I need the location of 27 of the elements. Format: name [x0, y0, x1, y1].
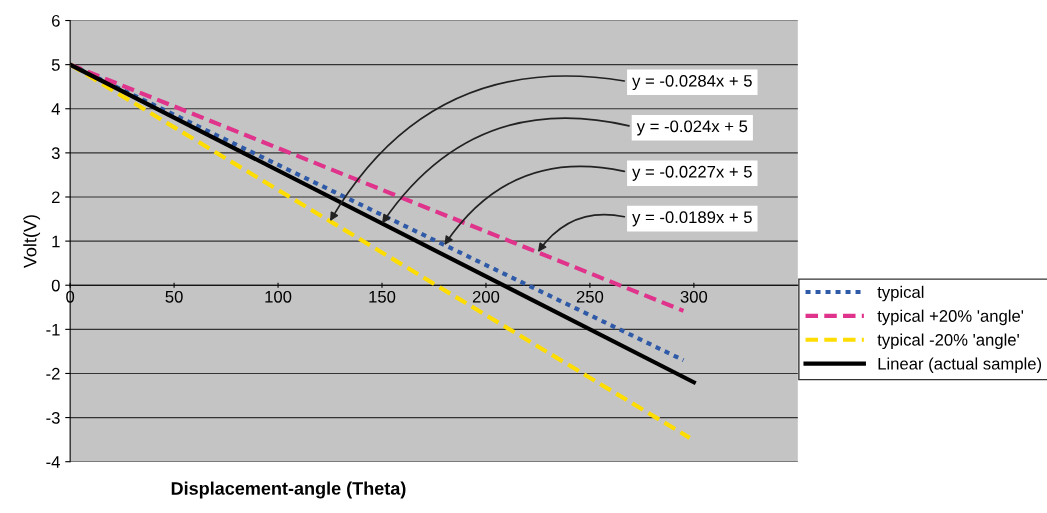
- annotation: y = -0.0284x + 5: [632, 74, 752, 91]
- annotation: y = -0.0189x + 5: [632, 211, 752, 227]
- x-tick-label: 100: [265, 290, 292, 303]
- y-tick-label: -2: [46, 367, 60, 380]
- x-tick-label: 150: [369, 290, 396, 303]
- annotation: y = -0.0227x + 5: [632, 165, 752, 181]
- y-tick-label: 3: [51, 147, 60, 160]
- y-tick-label: 5: [51, 59, 60, 71]
- x-tick-label: 200: [472, 290, 500, 303]
- y-tick-label: 6: [52, 14, 60, 27]
- x-tick-label: 250: [576, 290, 604, 303]
- y-tick-label: -4: [46, 456, 60, 468]
- x-tick-label: 300: [680, 290, 708, 303]
- y-axis-title: Volt(V): [23, 215, 41, 269]
- y-tick-label: 0: [51, 279, 60, 292]
- legend-label: typical: [877, 285, 924, 302]
- y-tick-label: 4: [51, 103, 60, 115]
- x-tick-label: 50: [165, 290, 183, 303]
- annotation: y = -0.024x + 5: [636, 120, 748, 136]
- legend-label: Linear (actual sample): [878, 357, 1042, 373]
- legend-label: typical +20% 'angle': [877, 309, 1024, 326]
- x-axis-title: Displacement-angle (Theta): [171, 481, 406, 499]
- y-tick-label: 2: [52, 191, 60, 204]
- y-tick-label: 1: [52, 235, 60, 248]
- legend-label: typical -20% 'angle': [877, 333, 1019, 350]
- y-tick-label: -3: [46, 411, 60, 424]
- y-tick-label: -1: [46, 323, 60, 336]
